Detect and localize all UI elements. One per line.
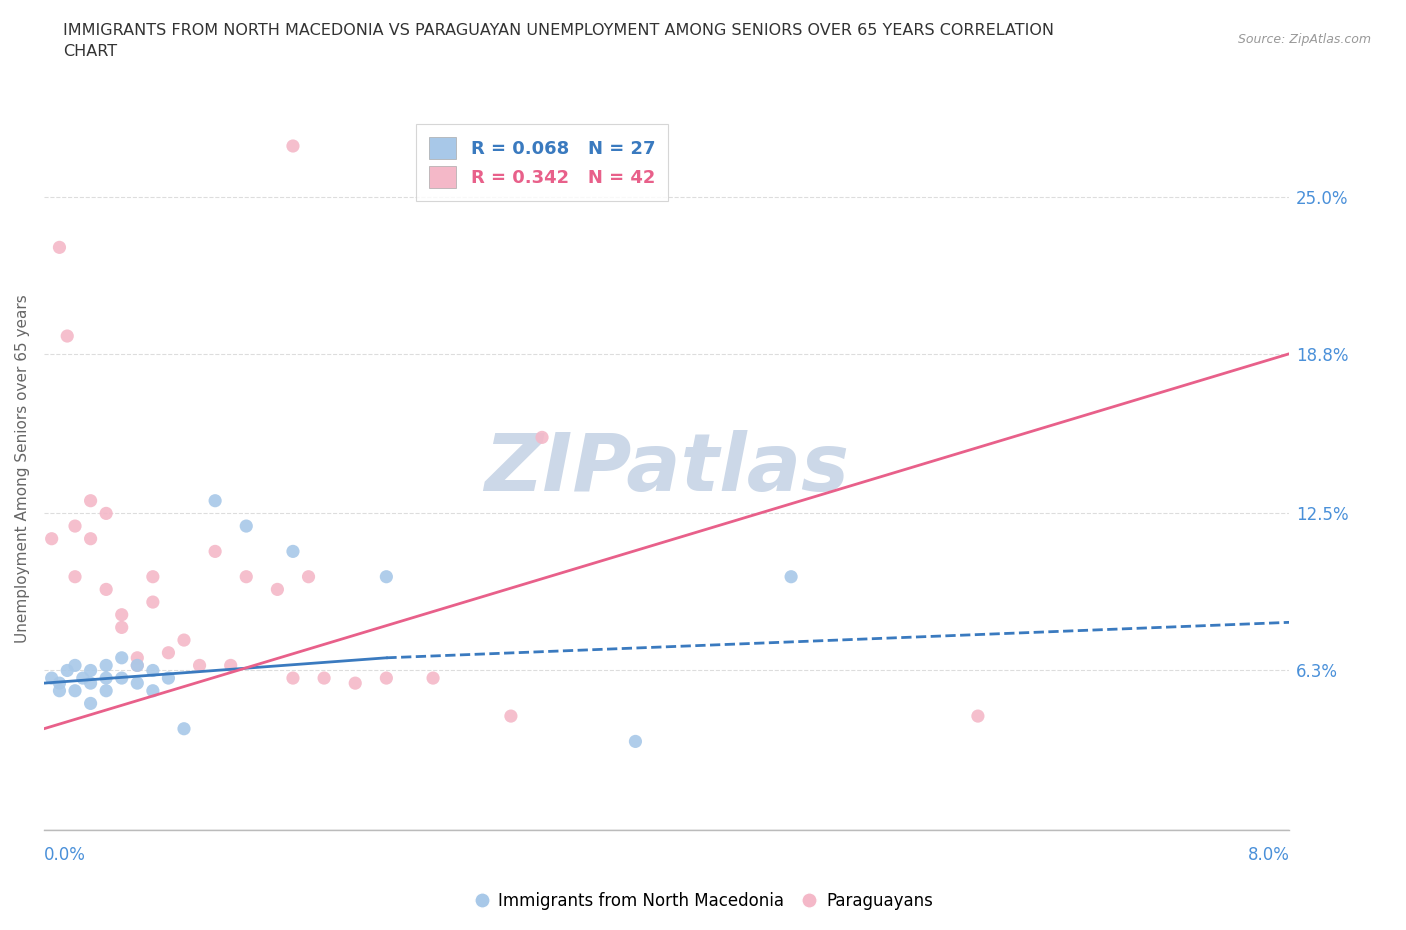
Point [204,544,226,559]
Point [56,328,79,343]
Point [79,676,101,691]
Point [127,676,149,691]
Point [375,569,398,584]
Point [780,569,803,584]
Point [79,696,101,711]
Text: Source: ZipAtlas.com: Source: ZipAtlas.com [1237,33,1371,46]
Point [79,493,101,508]
Point [111,607,134,622]
Point [127,650,149,665]
Point [281,139,304,153]
Point [48,684,70,698]
Point [173,632,195,647]
Point [281,671,304,685]
Point [297,569,319,584]
Point [127,658,149,672]
Point [56,663,79,678]
Point [188,658,211,672]
Point [235,519,257,534]
Point [314,671,336,685]
Point [142,684,165,698]
Point [96,658,118,672]
Point [63,519,86,534]
Point [219,658,242,672]
Legend: Immigrants from North Macedonia, Paraguayans: Immigrants from North Macedonia, Paragua… [467,885,939,917]
Y-axis label: Unemployment Among Seniors over 65 years: Unemployment Among Seniors over 65 years [15,295,30,644]
Point [142,663,165,678]
Text: ZIPatlas: ZIPatlas [484,430,849,508]
Point [63,569,86,584]
Point [624,734,647,749]
Point [142,569,165,584]
Text: 8.0%: 8.0% [1247,846,1289,864]
Point [531,430,554,445]
Point [235,569,257,584]
Point [48,240,70,255]
Point [79,531,101,546]
Point [422,671,444,685]
Point [127,658,149,672]
Point [63,658,86,672]
Text: IMMIGRANTS FROM NORTH MACEDONIA VS PARAGUAYAN UNEMPLOYMENT AMONG SENIORS OVER 65: IMMIGRANTS FROM NORTH MACEDONIA VS PARAG… [63,23,1054,60]
Point [375,671,398,685]
Point [142,594,165,609]
Point [499,709,522,724]
Point [72,671,94,685]
Point [157,671,180,685]
Point [173,722,195,737]
Point [96,506,118,521]
Legend: R = 0.068   N = 27, R = 0.342   N = 42: R = 0.068 N = 27, R = 0.342 N = 42 [416,125,668,201]
Point [96,671,118,685]
Point [204,493,226,508]
Point [281,544,304,559]
Point [157,645,180,660]
Point [48,676,70,691]
Point [266,582,288,597]
Point [41,671,63,685]
Point [111,650,134,665]
Point [344,676,367,691]
Point [41,531,63,546]
Point [63,684,86,698]
Point [96,582,118,597]
Text: 0.0%: 0.0% [44,846,86,864]
Point [111,671,134,685]
Point [79,663,101,678]
Point [967,709,990,724]
Point [111,620,134,635]
Point [96,684,118,698]
